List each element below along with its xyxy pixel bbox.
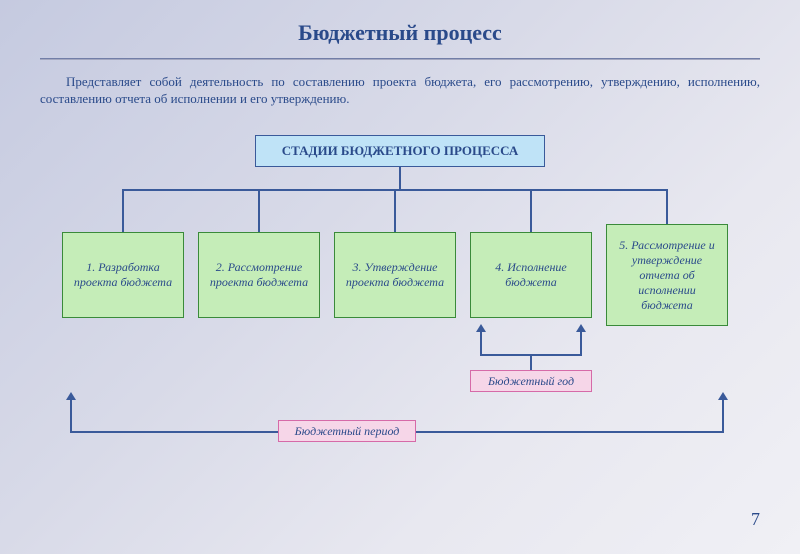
conn-drop-1 <box>122 189 124 232</box>
year-right-up <box>580 330 582 354</box>
conn-drop-4 <box>530 189 532 232</box>
stages-header: СТАДИИ БЮДЖЕТНОГО ПРОЦЕССА <box>255 135 545 167</box>
budget-year: Бюджетный год <box>470 370 592 392</box>
conn-drop-5 <box>666 189 668 224</box>
year-right-arrow <box>576 324 586 332</box>
stage-4: 4. Исполнение бюджета <box>470 232 592 318</box>
conn-drop-3 <box>394 189 396 232</box>
description: Представляет собой деятельность по соста… <box>40 74 760 108</box>
year-left-up <box>480 330 482 354</box>
stage-1: 1. Разработка проекта бюджета <box>62 232 184 318</box>
page-number: 7 <box>751 509 760 530</box>
conn-main-down <box>399 167 401 189</box>
period-left-arrow <box>66 392 76 400</box>
period-right-up <box>722 398 724 433</box>
conn-drop-2 <box>258 189 260 232</box>
period-right-arrow <box>718 392 728 400</box>
year-down <box>530 354 532 370</box>
period-left-up <box>70 398 72 433</box>
page-title: Бюджетный процесс <box>0 0 800 58</box>
budget-period: Бюджетный период <box>278 420 416 442</box>
stage-5: 5. Рассмотрение и утверждение отчета об … <box>606 224 728 326</box>
stage-2: 2. Рассмотрение проекта бюджета <box>198 232 320 318</box>
year-left-arrow <box>476 324 486 332</box>
title-underline <box>40 58 760 60</box>
stage-3: 3. Утверждение проекта бюджета <box>334 232 456 318</box>
